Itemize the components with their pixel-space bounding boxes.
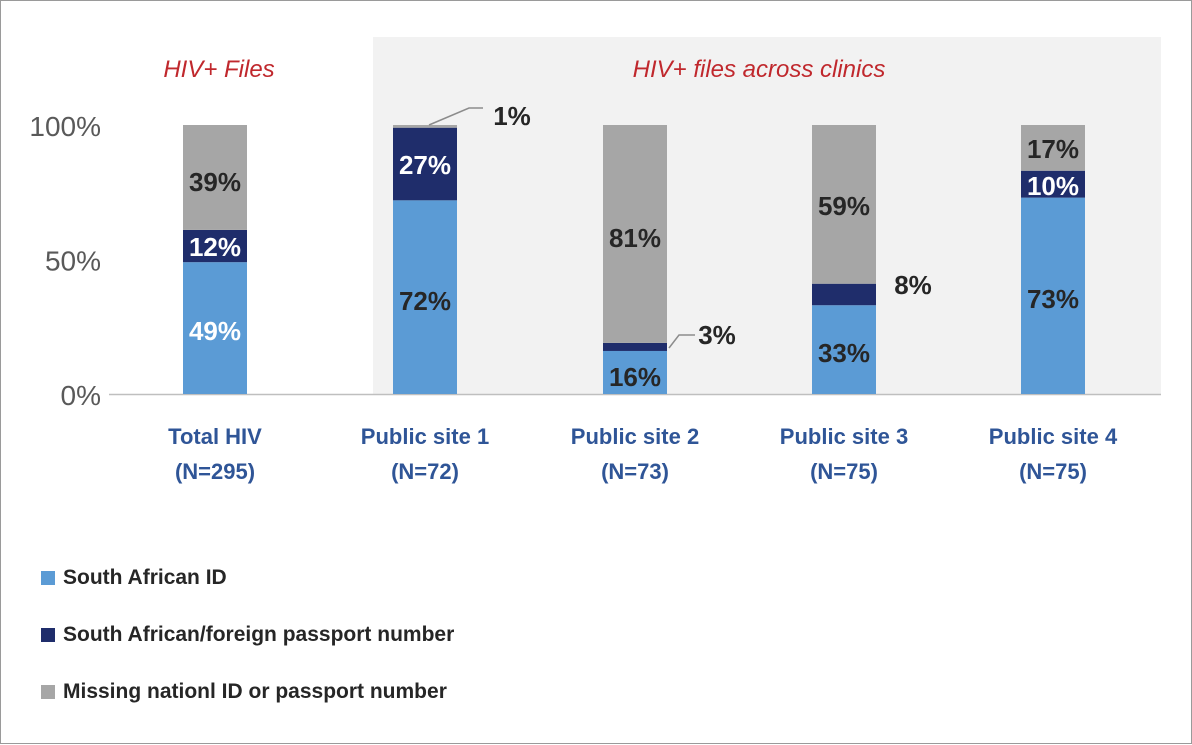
bar-segment xyxy=(1021,197,1085,394)
bar-segment xyxy=(183,229,247,263)
data-label: 3% xyxy=(698,320,736,350)
legend-swatch xyxy=(41,685,55,699)
bar-segment xyxy=(183,125,247,230)
legend-item-south-african-id: South African ID xyxy=(41,566,227,590)
category-count-label: (N=72) xyxy=(391,459,459,484)
category-label: Public site 2 xyxy=(571,424,699,449)
category-count-label: (N=75) xyxy=(1019,459,1087,484)
data-label: 10% xyxy=(1027,171,1079,201)
data-label: 16% xyxy=(609,362,661,392)
category-label: Public site 1 xyxy=(361,424,489,449)
y-tick-label: 50% xyxy=(45,246,101,277)
bar-segment xyxy=(183,262,247,394)
data-label: 81% xyxy=(609,223,661,253)
bar-segment xyxy=(603,342,667,351)
y-tick-label: 100% xyxy=(29,111,101,142)
category-count-label: (N=75) xyxy=(810,459,878,484)
data-label: 59% xyxy=(818,191,870,221)
legend-swatch xyxy=(41,571,55,585)
bar-segment xyxy=(812,125,876,284)
bar-segment xyxy=(812,305,876,394)
data-label: 12% xyxy=(189,232,241,262)
category-label: Public site 4 xyxy=(989,424,1118,449)
y-tick-label: 0% xyxy=(61,380,101,411)
category-count-label: (N=295) xyxy=(175,459,255,484)
category-count-label: (N=73) xyxy=(601,459,669,484)
bar-segment xyxy=(603,125,667,343)
data-label: 8% xyxy=(894,270,932,300)
callout-line xyxy=(428,107,483,126)
data-label: 17% xyxy=(1027,134,1079,164)
data-label: 73% xyxy=(1027,284,1079,314)
legend-label: South African ID xyxy=(63,566,227,589)
data-label: 39% xyxy=(189,167,241,197)
bar-segment xyxy=(603,350,667,394)
bar-segment xyxy=(1021,170,1085,198)
data-label: 49% xyxy=(189,316,241,346)
section-title-clinics: HIV+ files across clinics xyxy=(633,56,886,83)
data-label: 33% xyxy=(818,338,870,368)
section-title-total: HIV+ Files xyxy=(163,56,274,83)
data-label: 72% xyxy=(399,286,451,316)
legend-item-missing-id: Missing nationl ID or passport number xyxy=(41,680,447,704)
legend-label: South African/foreign passport number xyxy=(63,623,455,646)
bar-segment xyxy=(812,283,876,306)
callout-line xyxy=(668,334,695,349)
data-label: 1% xyxy=(493,101,531,131)
legend-item-passport-number: South African/foreign passport number xyxy=(41,623,454,647)
legend-swatch xyxy=(41,628,55,642)
category-label: Total HIV xyxy=(168,424,262,449)
legend-label: Missing nationl ID or passport number xyxy=(63,680,447,703)
data-label: 27% xyxy=(399,150,451,180)
bar-segment xyxy=(393,200,457,394)
bar-segment xyxy=(393,125,457,128)
category-label: Public site 3 xyxy=(780,424,908,449)
bar-segment xyxy=(1021,125,1085,171)
bar-segment xyxy=(393,127,457,201)
